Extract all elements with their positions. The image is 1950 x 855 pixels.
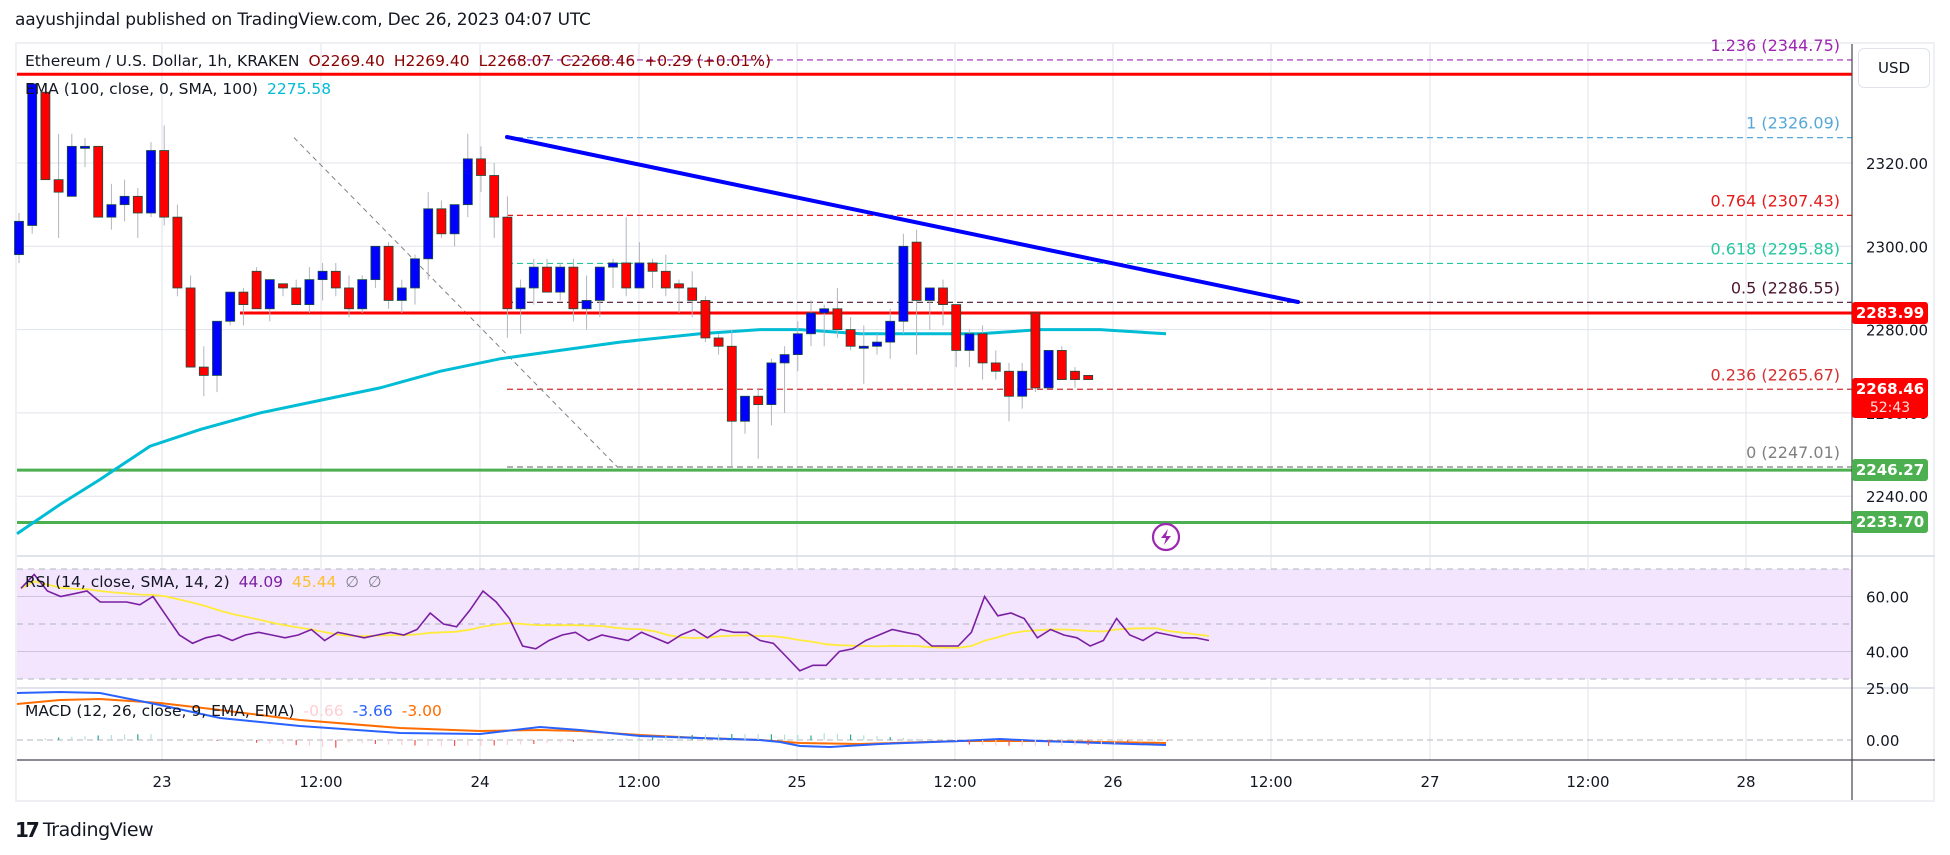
svg-text:1.236 (2344.75): 1.236 (2344.75) xyxy=(1710,36,1840,55)
svg-text:24: 24 xyxy=(470,773,489,791)
svg-text:0.764 (2307.43): 0.764 (2307.43) xyxy=(1710,191,1840,210)
rsi-sma-value: 45.44 xyxy=(292,573,337,591)
svg-text:0.00: 0.00 xyxy=(1866,732,1899,750)
tradingview-logo-icon: 17 xyxy=(15,818,40,842)
alert-icon xyxy=(1151,522,1181,552)
price-badges: 2283.99 2268.46 52:43 2246.27 2233.70 xyxy=(1852,302,1928,533)
ohlc-low: L2268.07 xyxy=(478,52,552,70)
axes: 2320.002300.002280.002260.002240.0060.00… xyxy=(17,44,1935,800)
svg-text:2283.99: 2283.99 xyxy=(1856,304,1924,322)
svg-text:2320.00: 2320.00 xyxy=(1866,155,1928,173)
svg-text:1 (2326.09): 1 (2326.09) xyxy=(1746,114,1840,133)
svg-text:12:00: 12:00 xyxy=(617,773,660,791)
svg-text:12:00: 12:00 xyxy=(1566,773,1609,791)
svg-text:27: 27 xyxy=(1420,773,1439,791)
rsi-pane xyxy=(17,568,1852,680)
tradingview-logo[interactable]: 17 TradingView xyxy=(15,818,154,842)
rsi-extra-2: ∅ xyxy=(367,573,382,591)
macd-histogram-value: -0.66 xyxy=(303,702,344,720)
svg-text:2240.00: 2240.00 xyxy=(1866,488,1928,506)
svg-text:25.00: 25.00 xyxy=(1866,680,1909,698)
rsi-legend: RSI (14, close, SMA, 14, 2) 44.09 45.44 ∅ ∅ xyxy=(25,573,390,591)
svg-text:0.236 (2265.67): 0.236 (2265.67) xyxy=(1710,365,1840,384)
tradingview-brand: TradingView xyxy=(42,819,154,841)
macd-pane xyxy=(16,690,1852,749)
ohlc-high: H2269.40 xyxy=(393,52,470,70)
symbol-legend: Ethereum / U.S. Dollar, 1h, KRAKEN O2269.… xyxy=(25,52,780,70)
svg-text:52:43: 52:43 xyxy=(1870,400,1910,416)
svg-text:12:00: 12:00 xyxy=(299,773,342,791)
ohlc-open: O2269.40 xyxy=(308,52,385,70)
svg-text:25: 25 xyxy=(787,773,806,791)
fibonacci-retracement: 1.236 (2344.75) 1 (2326.09) 0.764 (2307.43… xyxy=(293,36,1852,468)
svg-text:2246.27: 2246.27 xyxy=(1856,461,1924,479)
macd-signal-value: -3.00 xyxy=(401,702,442,720)
published-by-line: aayushjindal published on TradingView.co… xyxy=(15,10,591,30)
svg-text:26: 26 xyxy=(1103,773,1122,791)
rsi-label: RSI (14, close, SMA, 14, 2) xyxy=(25,573,230,591)
svg-text:2280.00: 2280.00 xyxy=(1866,322,1928,340)
macd-legend: MACD (12, 26, close, 9, EMA, EMA) -0.66 -3… xyxy=(25,702,451,720)
ema-label: EMA (100, close, 0, SMA, 100) xyxy=(25,80,258,98)
symbol-name: Ethereum / U.S. Dollar, 1h, KRAKEN xyxy=(25,52,300,70)
rsi-value: 44.09 xyxy=(238,573,284,591)
chart-frame xyxy=(15,42,1935,802)
trendline xyxy=(505,135,1300,304)
candlesticks xyxy=(14,83,1094,468)
ema-value: 2275.58 xyxy=(266,80,332,98)
svg-text:0 (2247.01): 0 (2247.01) xyxy=(1746,443,1840,462)
svg-text:28: 28 xyxy=(1736,773,1755,791)
svg-text:0.618 (2295.88): 0.618 (2295.88) xyxy=(1710,239,1840,258)
svg-text:2300.00: 2300.00 xyxy=(1866,238,1928,256)
macd-label: MACD (12, 26, close, 9, EMA, EMA) xyxy=(25,702,295,720)
ohlc-change: +0.29 (+0.01%) xyxy=(644,52,771,70)
currency-button[interactable]: USD xyxy=(1858,48,1930,88)
svg-text:12:00: 12:00 xyxy=(1249,773,1292,791)
ohlc-close: C2268.46 xyxy=(560,52,636,70)
horizontal-levels xyxy=(17,72,1852,524)
svg-text:12:00: 12:00 xyxy=(933,773,976,791)
ema-legend: EMA (100, close, 0, SMA, 100) 2275.58 xyxy=(25,80,340,98)
svg-text:0.5 (2286.55): 0.5 (2286.55) xyxy=(1731,278,1840,297)
svg-text:23: 23 xyxy=(152,773,171,791)
rsi-extra-1: ∅ xyxy=(345,573,359,591)
svg-text:60.00: 60.00 xyxy=(1866,589,1909,607)
svg-text:2268.46: 2268.46 xyxy=(1856,380,1924,398)
svg-text:2233.70: 2233.70 xyxy=(1856,513,1924,531)
svg-text:40.00: 40.00 xyxy=(1866,644,1909,662)
macd-value: -3.66 xyxy=(352,702,393,720)
